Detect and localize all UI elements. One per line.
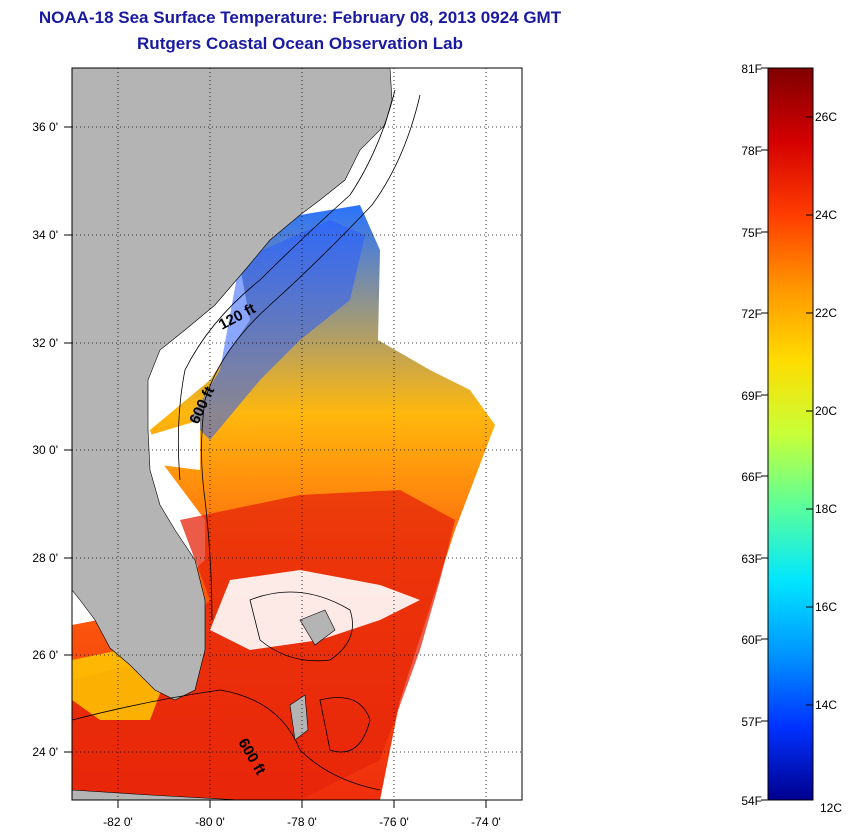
lat-label: 28 0': [32, 551, 58, 565]
celsius-labels: 26C 24C 22C 20C 18C 16C 14C 12C: [815, 110, 842, 815]
colorbar-f-label: 78F: [741, 144, 762, 158]
map-subtitle: Rutgers Coastal Ocean Observation Lab: [137, 34, 463, 53]
colorbar-f-label: 54F: [741, 794, 762, 808]
colorbar-c-label: 26C: [815, 110, 837, 124]
lat-label: 26 0': [32, 648, 58, 662]
colorbar-c-label: 16C: [815, 600, 837, 614]
land-cuba: [72, 789, 241, 800]
map-frame: [71, 67, 523, 801]
colorbar-f-label: 81F: [741, 62, 762, 76]
colorbar-c-label: 22C: [815, 306, 837, 320]
cold-water-streaks: [190, 220, 365, 440]
longitude-labels: -82 0' -80 0' -78 0' -76 0' -74 0': [103, 815, 501, 829]
colorbar-c-label: 24C: [815, 208, 837, 222]
colorbar-f-label: 75F: [741, 226, 762, 240]
colorbar-f-label: 57F: [741, 715, 762, 729]
graticule: [72, 68, 522, 800]
lon-label: -78 0': [287, 815, 317, 829]
colorbar-f-label: 69F: [741, 389, 762, 403]
isobath-florida-straits: [72, 689, 381, 791]
isobath-600ft: [201, 94, 421, 621]
colorbar-f-label: 66F: [741, 470, 762, 484]
lon-label: -80 0': [195, 815, 225, 829]
colorbar-c-label: 14C: [815, 698, 837, 712]
cloud-mask-bahamas: [210, 570, 420, 650]
lat-label: 36 0': [32, 120, 58, 134]
colorbar-c-label: 12C: [820, 801, 842, 815]
lat-label: 32 0': [32, 336, 58, 350]
lon-label: -76 0': [379, 815, 409, 829]
colorbar-f-label: 72F: [741, 307, 762, 321]
colorbar-c-label: 18C: [815, 502, 837, 516]
colorbar-ticks: [761, 67, 813, 801]
map-area: [72, 68, 522, 800]
colorbar-f-label: 60F: [741, 633, 762, 647]
lat-label: 34 0': [32, 228, 58, 242]
fahrenheit-labels: 81F 78F 75F 72F 69F 66F 63F 60F 57F 54F: [741, 62, 762, 808]
colorbar-c-label: 20C: [815, 404, 837, 418]
map-title: NOAA-18 Sea Surface Temperature: Februar…: [38, 8, 562, 27]
land-bahamas: [289, 609, 336, 741]
isobath-bahamas-bank: [249, 591, 371, 753]
latitude-labels: 36 0' 34 0' 32 0' 30 0' 28 0' 26 0' 24 0…: [32, 120, 58, 759]
lon-label: -82 0': [103, 815, 133, 829]
temperature-colorbar: [767, 67, 814, 801]
lon-label: -74 0': [471, 815, 501, 829]
lat-label: 30 0': [32, 443, 58, 457]
cloud-mask-shelf: [150, 420, 200, 470]
colorbar-f-label: 63F: [741, 552, 762, 566]
axis-ticks: [64, 126, 487, 808]
land-outer-banks: [370, 68, 470, 215]
lat-label: 24 0': [32, 745, 58, 759]
isobath-120ft: [177, 89, 396, 481]
